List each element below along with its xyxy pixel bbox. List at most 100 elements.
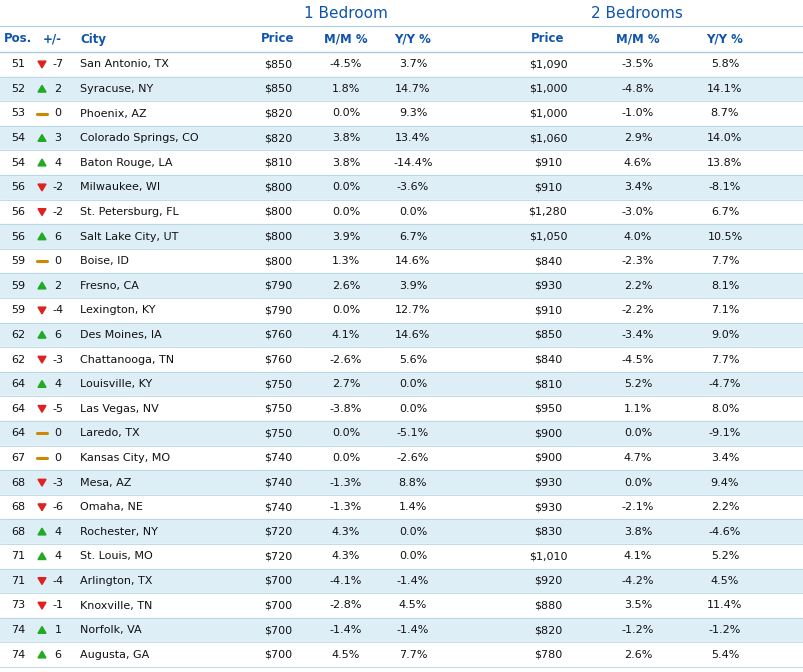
Text: 7.1%: 7.1% bbox=[710, 305, 738, 315]
Text: 0: 0 bbox=[55, 453, 61, 463]
Text: Arlington, TX: Arlington, TX bbox=[80, 576, 153, 586]
Text: 8.1%: 8.1% bbox=[710, 281, 738, 291]
Text: Norfolk, VA: Norfolk, VA bbox=[80, 625, 141, 635]
Text: 14.0%: 14.0% bbox=[707, 133, 742, 143]
Text: 9.4%: 9.4% bbox=[710, 478, 738, 487]
Text: 7.7%: 7.7% bbox=[398, 650, 426, 660]
Text: 11.4%: 11.4% bbox=[707, 601, 742, 610]
Text: 4.5%: 4.5% bbox=[398, 601, 426, 610]
Text: $760: $760 bbox=[263, 330, 291, 340]
Text: $740: $740 bbox=[263, 478, 291, 487]
Text: 0: 0 bbox=[55, 428, 61, 438]
Bar bbox=[0, 347, 803, 372]
Text: -1.4%: -1.4% bbox=[397, 625, 429, 635]
Text: 4.0%: 4.0% bbox=[623, 231, 651, 241]
Text: 3.8%: 3.8% bbox=[332, 133, 360, 143]
Text: $820: $820 bbox=[263, 108, 291, 118]
Text: Kansas City, MO: Kansas City, MO bbox=[80, 453, 170, 463]
Bar bbox=[0, 642, 803, 667]
Text: -14.4%: -14.4% bbox=[393, 158, 432, 168]
Text: 13.8%: 13.8% bbox=[707, 158, 742, 168]
Text: 0.0%: 0.0% bbox=[332, 108, 360, 118]
Text: St. Louis, MO: St. Louis, MO bbox=[80, 551, 153, 561]
Bar bbox=[0, 274, 803, 298]
Text: 4.1%: 4.1% bbox=[332, 330, 360, 340]
Text: 73: 73 bbox=[11, 601, 25, 610]
Text: 56: 56 bbox=[11, 207, 25, 217]
Text: -2.6%: -2.6% bbox=[329, 355, 361, 364]
Text: 0.0%: 0.0% bbox=[398, 551, 426, 561]
Text: $840: $840 bbox=[533, 355, 561, 364]
Text: 71: 71 bbox=[11, 551, 25, 561]
Text: 68: 68 bbox=[11, 527, 25, 537]
Text: $820: $820 bbox=[263, 133, 291, 143]
Text: 8.0%: 8.0% bbox=[710, 404, 738, 414]
Bar bbox=[0, 470, 803, 495]
Text: 2: 2 bbox=[55, 281, 62, 291]
Bar bbox=[0, 126, 803, 151]
Text: 10.5%: 10.5% bbox=[707, 231, 742, 241]
Text: 6: 6 bbox=[55, 650, 61, 660]
Text: $740: $740 bbox=[263, 502, 291, 512]
Text: 9.3%: 9.3% bbox=[398, 108, 426, 118]
Text: 5.2%: 5.2% bbox=[710, 551, 738, 561]
Polygon shape bbox=[38, 233, 46, 240]
Text: M/M %: M/M % bbox=[324, 32, 367, 46]
Text: 4.6%: 4.6% bbox=[623, 158, 651, 168]
Text: 0.0%: 0.0% bbox=[332, 207, 360, 217]
Text: -3: -3 bbox=[52, 355, 63, 364]
Text: 64: 64 bbox=[11, 404, 25, 414]
Text: $1,000: $1,000 bbox=[528, 108, 567, 118]
Text: $810: $810 bbox=[533, 379, 561, 389]
Text: 0.0%: 0.0% bbox=[332, 428, 360, 438]
Text: M/M %: M/M % bbox=[615, 32, 659, 46]
Text: 68: 68 bbox=[11, 502, 25, 512]
Bar bbox=[0, 249, 803, 274]
Text: $930: $930 bbox=[533, 478, 561, 487]
Text: $720: $720 bbox=[263, 527, 291, 537]
Text: 0.0%: 0.0% bbox=[332, 453, 360, 463]
Text: 13.4%: 13.4% bbox=[395, 133, 430, 143]
Text: 6: 6 bbox=[55, 231, 61, 241]
Text: Rochester, NY: Rochester, NY bbox=[80, 527, 157, 537]
Text: -8.1%: -8.1% bbox=[708, 182, 740, 192]
Text: Laredo, TX: Laredo, TX bbox=[80, 428, 140, 438]
Text: $750: $750 bbox=[263, 428, 291, 438]
Polygon shape bbox=[38, 356, 46, 363]
Text: $850: $850 bbox=[263, 59, 291, 69]
Text: $910: $910 bbox=[533, 305, 561, 315]
Polygon shape bbox=[38, 528, 46, 535]
Bar bbox=[0, 224, 803, 249]
Text: Mesa, AZ: Mesa, AZ bbox=[80, 478, 131, 487]
Text: Pos.: Pos. bbox=[4, 32, 32, 46]
Text: 4: 4 bbox=[55, 551, 62, 561]
Text: 6: 6 bbox=[55, 330, 61, 340]
Text: $830: $830 bbox=[533, 527, 561, 537]
Text: -2.3%: -2.3% bbox=[621, 256, 654, 266]
Text: $750: $750 bbox=[263, 404, 291, 414]
Text: -1.4%: -1.4% bbox=[329, 625, 361, 635]
Text: 2: 2 bbox=[55, 84, 62, 94]
Text: 14.1%: 14.1% bbox=[707, 84, 742, 94]
Text: Boise, ID: Boise, ID bbox=[80, 256, 128, 266]
Text: 1: 1 bbox=[55, 625, 61, 635]
Text: 8.8%: 8.8% bbox=[398, 478, 426, 487]
Text: 7.7%: 7.7% bbox=[710, 256, 738, 266]
Text: Fresno, CA: Fresno, CA bbox=[80, 281, 139, 291]
Text: $750: $750 bbox=[263, 379, 291, 389]
Bar bbox=[0, 52, 803, 77]
Bar bbox=[0, 101, 803, 126]
Bar bbox=[0, 372, 803, 396]
Text: -7: -7 bbox=[52, 59, 63, 69]
Text: Phoenix, AZ: Phoenix, AZ bbox=[80, 108, 146, 118]
Text: $780: $780 bbox=[533, 650, 561, 660]
Text: Augusta, GA: Augusta, GA bbox=[80, 650, 149, 660]
Polygon shape bbox=[38, 134, 46, 141]
Text: 67: 67 bbox=[11, 453, 25, 463]
Text: -1.2%: -1.2% bbox=[621, 625, 654, 635]
Text: -4.7%: -4.7% bbox=[708, 379, 740, 389]
Text: Knoxville, TN: Knoxville, TN bbox=[80, 601, 153, 610]
Text: 1.3%: 1.3% bbox=[332, 256, 360, 266]
Text: 0.0%: 0.0% bbox=[398, 404, 426, 414]
Text: Y/Y %: Y/Y % bbox=[706, 32, 743, 46]
